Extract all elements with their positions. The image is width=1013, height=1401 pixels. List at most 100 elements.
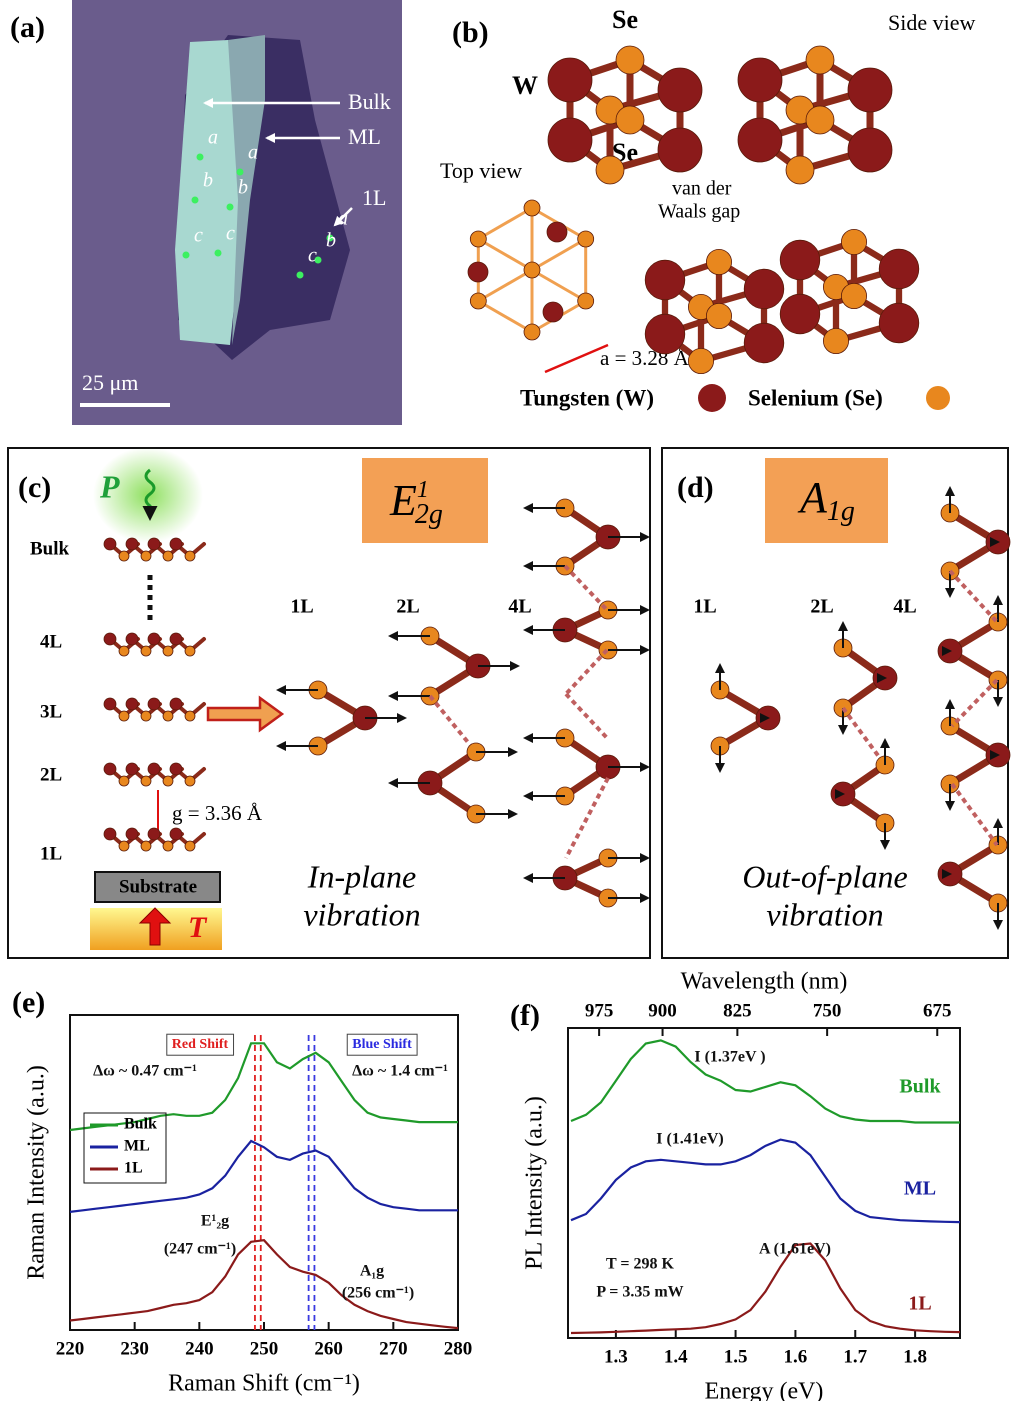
layer-label: 4L: [40, 631, 62, 652]
lattice: [532, 270, 586, 301]
x-tick-label: 240: [185, 1338, 214, 1359]
atom: [185, 841, 195, 851]
atom: [141, 646, 151, 656]
gap-label: g = 3.36 Å: [172, 801, 263, 825]
atom: [596, 156, 624, 184]
x-tick-label: 250: [250, 1338, 279, 1359]
series-label: 1L: [908, 1293, 931, 1315]
panel-label: (a): [10, 11, 45, 44]
vdw-gap: [950, 571, 997, 622]
x-tick-label: 1.7: [843, 1346, 867, 1367]
view-label: Side view: [888, 10, 975, 35]
panel-label: (f): [510, 999, 540, 1032]
point-label: b: [238, 177, 248, 199]
x-tick-label: 280: [444, 1338, 473, 1359]
annotation: A₁g: [360, 1263, 384, 1280]
layer-label: 2L: [40, 764, 62, 785]
y-axis-label: Raman Intensity (a.u.): [24, 1065, 50, 1280]
atom: [848, 68, 892, 112]
atom: [879, 303, 919, 343]
layer-label: 4L: [508, 596, 531, 618]
x-tick-label: 1.6: [784, 1346, 808, 1367]
vdw-gap: [843, 708, 885, 765]
atom: [104, 763, 116, 775]
atom: [879, 249, 919, 289]
mode-base: A: [797, 473, 828, 522]
annotation: I (1.37eV ): [694, 1049, 765, 1066]
x2-tick-label: 675: [923, 1000, 952, 1021]
atom: [141, 776, 151, 786]
caption: Out-of-plane: [742, 858, 907, 894]
substrate-label: Substrate: [119, 876, 197, 897]
atom: [185, 646, 195, 656]
atom: [524, 200, 540, 216]
panel-label: (b): [452, 16, 489, 49]
point-label: b: [203, 170, 213, 192]
layer-label: 2L: [396, 596, 419, 618]
probe-point: [197, 154, 204, 161]
atom: [744, 323, 784, 363]
probe-point: [183, 252, 190, 259]
atom: [524, 324, 540, 340]
annotation: Bulk: [348, 89, 391, 114]
x-tick-label: 1.4: [664, 1346, 688, 1367]
atom: [163, 551, 173, 561]
big-arrow: [208, 698, 282, 730]
point-label: a: [338, 208, 348, 230]
atom: [170, 633, 182, 645]
atom: [780, 294, 820, 334]
mode-sub: 2g: [415, 499, 443, 530]
atom: [119, 646, 129, 656]
legend-label: 1L: [124, 1160, 143, 1177]
series-label: Bulk: [899, 1076, 941, 1098]
vdw-gap: [952, 784, 997, 845]
probe-point: [297, 272, 304, 279]
annotation: (256 cm⁻¹): [342, 1285, 414, 1302]
atom: [141, 551, 151, 561]
layer-label: 1L: [40, 843, 62, 864]
atom: [786, 156, 814, 184]
atom: [524, 262, 540, 278]
panel-label: (c): [18, 471, 51, 504]
scale-label: 25 μm: [82, 370, 138, 395]
atom: [986, 530, 1010, 554]
vdw-gap: [952, 680, 997, 726]
legend-label: ML: [124, 1138, 150, 1155]
atom: [938, 862, 962, 886]
layer-label: 2L: [810, 596, 833, 618]
atom: [841, 283, 866, 308]
x-axis-label: Raman Shift (cm⁻¹): [168, 1371, 360, 1397]
point-label: c: [194, 225, 203, 247]
atom: [986, 743, 1010, 767]
atom: [119, 841, 129, 851]
atom: [104, 828, 116, 840]
series-line: [571, 1140, 960, 1223]
annotation: 1L: [362, 185, 386, 210]
x-tick-label: 220: [56, 1338, 85, 1359]
view-label: Top view: [440, 158, 522, 183]
atom: [170, 698, 182, 710]
legend-swatch: [926, 386, 950, 410]
atom: [148, 828, 160, 840]
x-tick-label: 1.8: [903, 1346, 927, 1367]
layer-label: 1L: [693, 596, 716, 618]
atom: [688, 348, 713, 373]
atom: [470, 293, 486, 309]
x-tick-label: 230: [120, 1338, 149, 1359]
x2-tick-label: 825: [723, 1000, 752, 1021]
atom: [185, 711, 195, 721]
atom: [148, 763, 160, 775]
atom: [468, 262, 488, 282]
annotation: P = 3.35 mW: [596, 1284, 683, 1301]
atom: [170, 538, 182, 550]
atom: [148, 698, 160, 710]
power-label: P: [99, 468, 120, 504]
annotation: ML: [348, 124, 381, 149]
atom: [706, 249, 731, 274]
atom: [616, 106, 644, 134]
atom: [744, 269, 784, 309]
atom: [470, 231, 486, 247]
atom: [104, 633, 116, 645]
x2-tick-label: 750: [813, 1000, 842, 1021]
atom: [163, 776, 173, 786]
